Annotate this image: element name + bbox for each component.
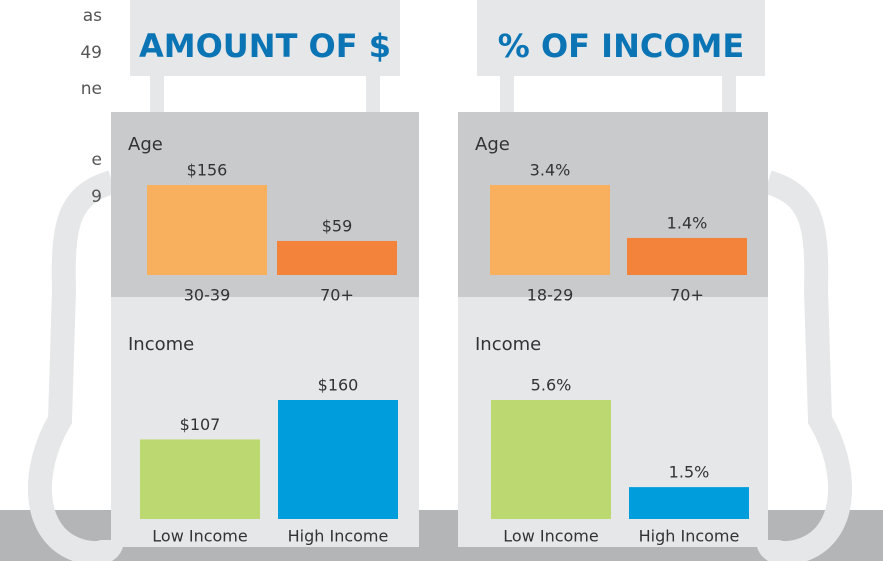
category-label: High Income bbox=[288, 527, 389, 546]
section-label: Income bbox=[128, 334, 194, 355]
section-label: Age bbox=[128, 134, 163, 155]
post bbox=[722, 76, 736, 112]
intro-text: as bbox=[83, 6, 102, 26]
value-label: $59 bbox=[322, 216, 353, 235]
value-label: 1.4% bbox=[667, 213, 708, 232]
panel-title: % OF INCOME bbox=[498, 27, 744, 65]
value-label: 5.6% bbox=[531, 376, 572, 395]
category-label: Low Income bbox=[503, 527, 598, 546]
post bbox=[500, 76, 514, 112]
hose-left bbox=[40, 182, 112, 553]
category-label: 18-29 bbox=[527, 286, 574, 305]
category-label: 30-39 bbox=[184, 286, 231, 305]
intro-text: 9 bbox=[91, 187, 102, 207]
intro-text: 49 bbox=[80, 43, 102, 63]
category-label: Low Income bbox=[152, 527, 247, 546]
category-label: 70+ bbox=[670, 286, 704, 305]
bar bbox=[627, 238, 747, 275]
post bbox=[150, 76, 164, 112]
bar bbox=[490, 185, 610, 275]
bar bbox=[278, 400, 398, 519]
bar bbox=[140, 439, 260, 519]
bar bbox=[277, 241, 397, 275]
section-label: Income bbox=[475, 334, 541, 355]
category-label: 70+ bbox=[320, 286, 354, 305]
infographic: AMOUNT OF $ % OF INCOME as 49 ne e 9 Age $156 3… bbox=[0, 0, 883, 561]
bar bbox=[491, 400, 611, 519]
hose-right bbox=[768, 182, 840, 553]
intro-text: ne bbox=[81, 79, 102, 99]
value-label: 3.4% bbox=[530, 161, 571, 180]
section-label: Age bbox=[475, 134, 510, 155]
category-label: High Income bbox=[639, 527, 740, 546]
intro-text: e bbox=[92, 150, 102, 170]
bar bbox=[147, 185, 267, 275]
value-label: $107 bbox=[180, 415, 221, 434]
value-label: $160 bbox=[318, 376, 359, 395]
panel-title: AMOUNT OF $ bbox=[139, 27, 391, 65]
value-label: $156 bbox=[187, 161, 228, 180]
value-label: 1.5% bbox=[669, 463, 710, 482]
bar bbox=[629, 487, 749, 519]
post bbox=[366, 76, 380, 112]
